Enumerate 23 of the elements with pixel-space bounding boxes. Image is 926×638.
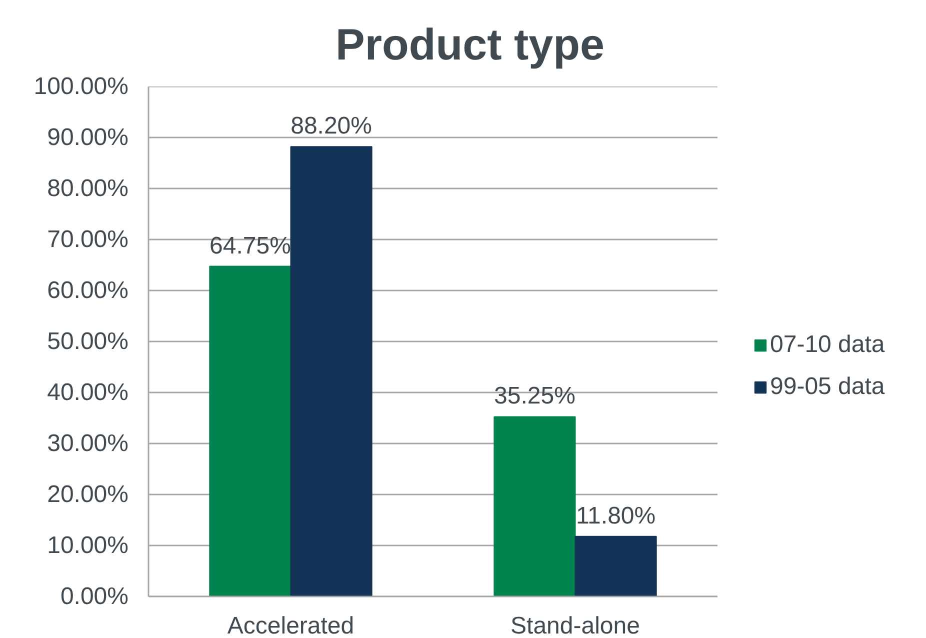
bar xyxy=(290,146,372,596)
y-tick-label: 0.00% xyxy=(60,583,129,610)
y-tick-label: 100.00% xyxy=(34,73,129,100)
x-tick-label: Stand-alone xyxy=(510,612,640,638)
data-label: 35.25% xyxy=(494,382,576,410)
data-label: 11.80% xyxy=(576,502,656,530)
y-tick-label: 70.00% xyxy=(47,226,129,253)
data-label: 88.20% xyxy=(290,112,372,140)
legend-label: 07-10 data xyxy=(770,331,885,359)
y-tick-label: 90.00% xyxy=(47,124,129,151)
y-tick-label: 80.00% xyxy=(47,175,129,202)
chart-title: Product type xyxy=(336,20,604,70)
y-tick-label: 40.00% xyxy=(47,379,129,406)
y-tick-label: 60.00% xyxy=(47,277,129,304)
bar xyxy=(574,536,657,596)
y-tick-label: 50.00% xyxy=(47,328,129,355)
y-tick-label: 30.00% xyxy=(47,430,129,457)
bar xyxy=(494,416,576,596)
x-tick-label: Accelerated xyxy=(227,612,354,638)
bar xyxy=(209,266,292,596)
legend-label: 99-05 data xyxy=(770,373,885,401)
y-tick-label: 20.00% xyxy=(47,481,129,508)
y-tick-label: 10.00% xyxy=(47,532,129,559)
